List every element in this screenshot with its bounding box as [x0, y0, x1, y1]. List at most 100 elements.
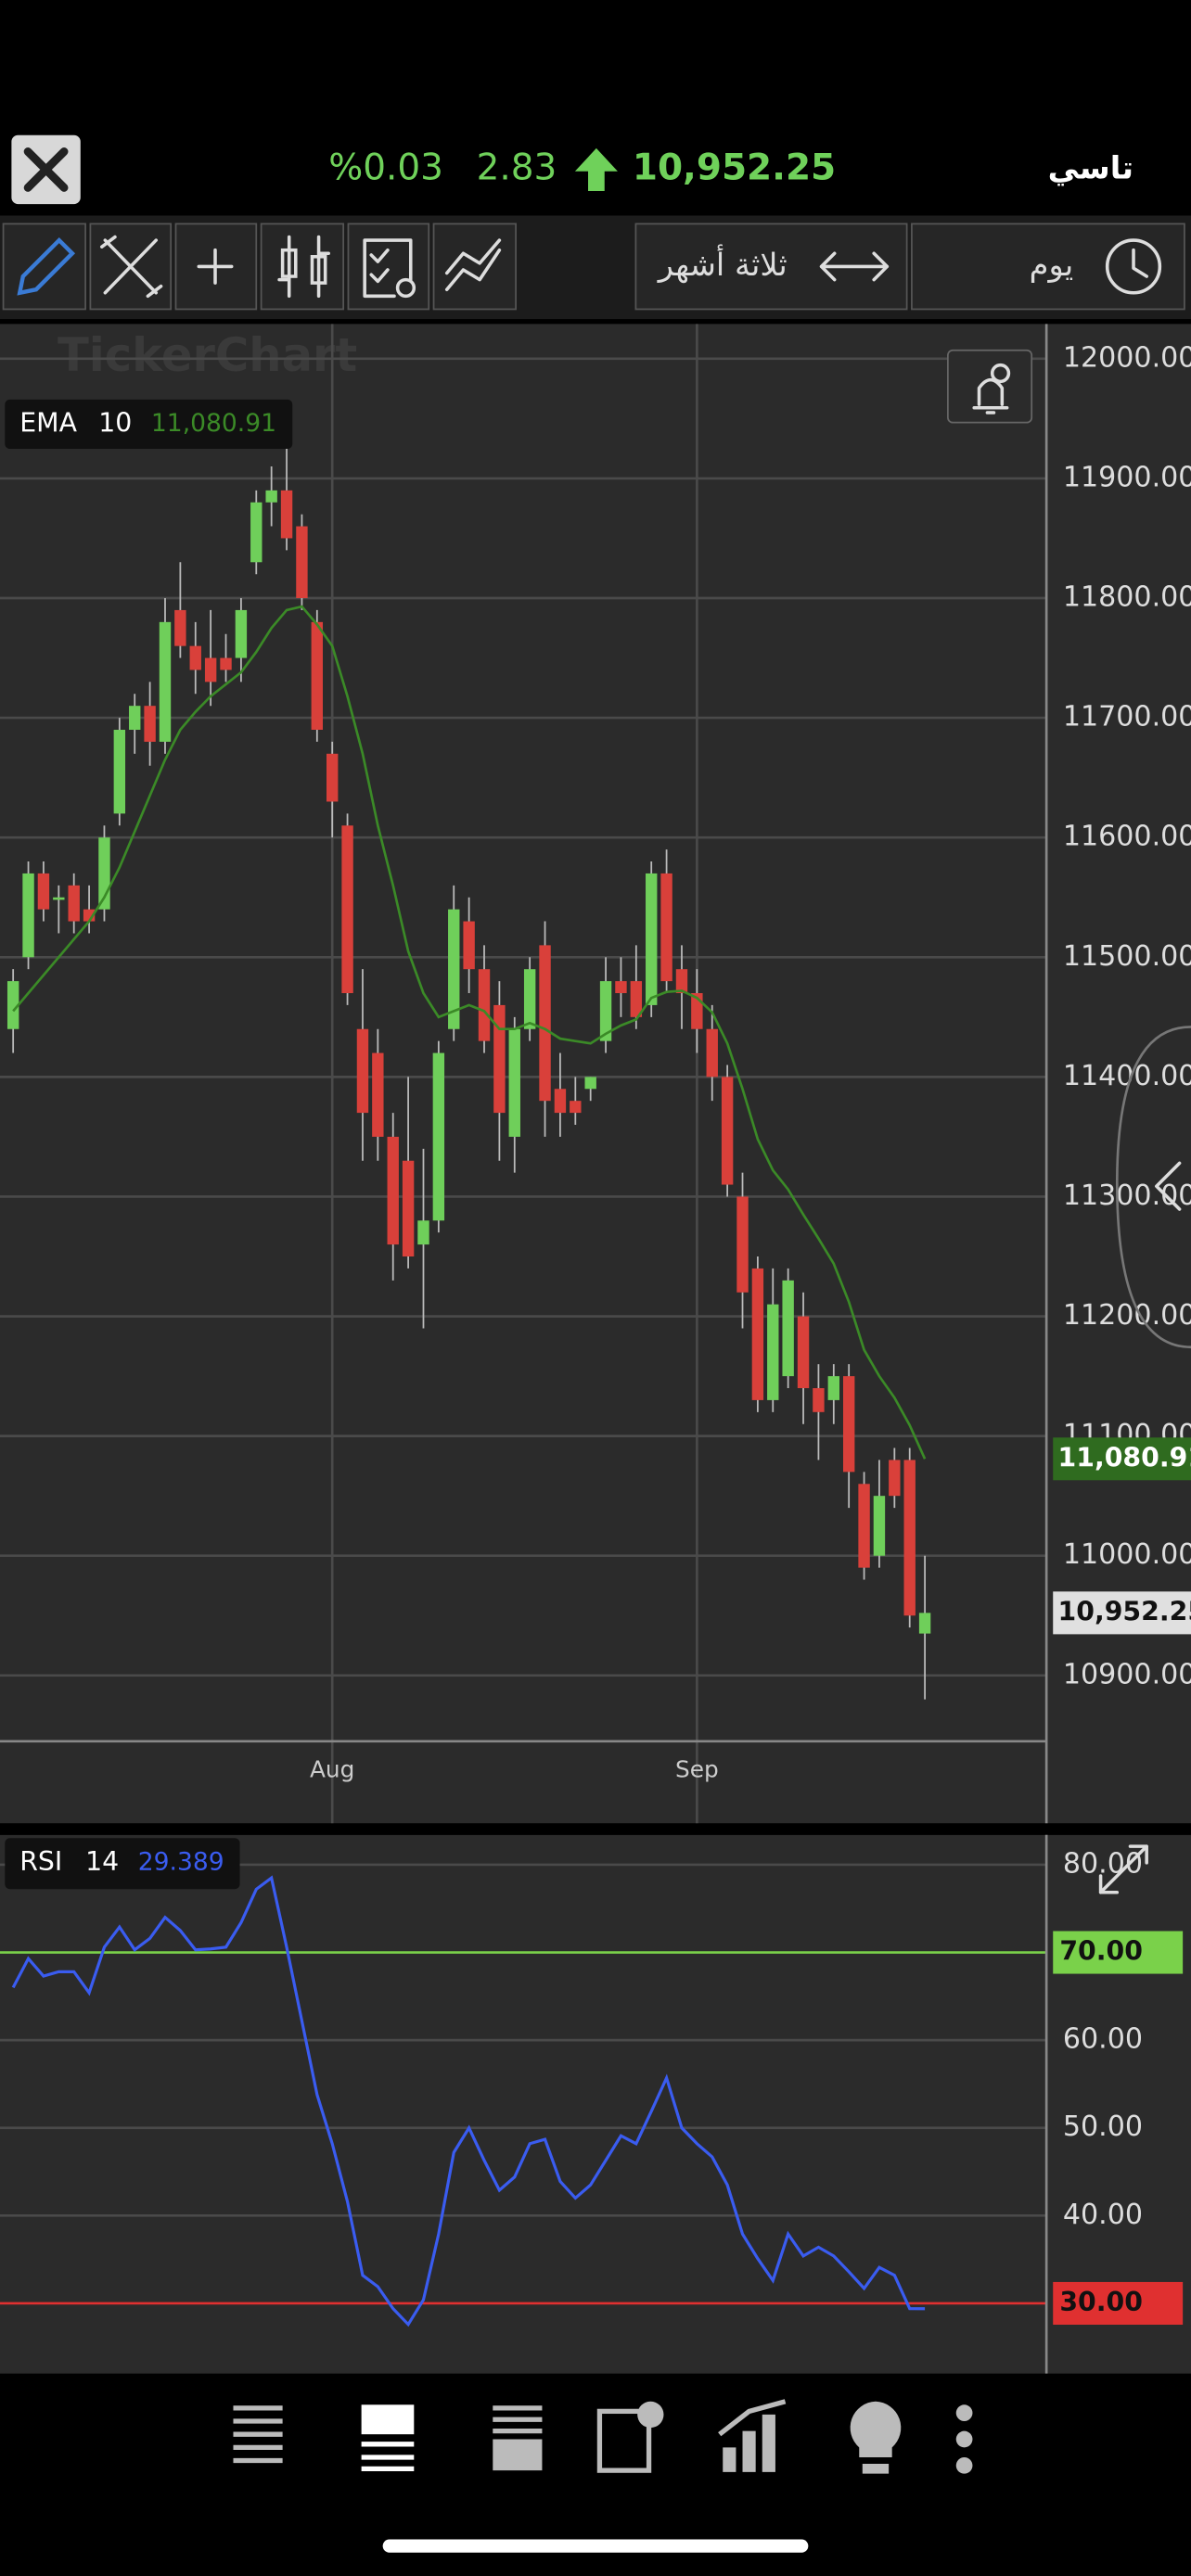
close-icon [23, 147, 69, 192]
candle-body [250, 502, 263, 563]
range-icon [819, 251, 890, 282]
alert-button[interactable] [947, 349, 1033, 424]
y-tick-label: 60.00 [1063, 2023, 1143, 2056]
side-handle[interactable] [1115, 1026, 1191, 1349]
nav-more[interactable] [955, 2404, 973, 2474]
ema-line [12, 605, 927, 1460]
candle-body [53, 897, 65, 900]
rsi-marks [11, 1875, 926, 2327]
plus-icon [990, 363, 1011, 384]
rsi-line [11, 1875, 926, 2327]
y-tick-label: 11300.00 [1063, 1180, 1191, 1212]
candle-body [554, 1089, 567, 1114]
price: 10,952.25 [633, 147, 836, 188]
candle-body [570, 1101, 582, 1114]
nav-icon [233, 2405, 283, 2464]
candle-body [204, 657, 217, 682]
nav-ideas[interactable] [850, 2401, 902, 2474]
price-grid: 10900.0011000.0011100.0011200.0011300.00… [0, 324, 1191, 1824]
nav-depth[interactable] [493, 2405, 543, 2471]
chart-type[interactable] [260, 223, 345, 311]
candle-body [736, 1196, 749, 1293]
last-price-tag [1053, 1591, 1191, 1635]
handle-outline [1115, 1026, 1191, 1349]
button [947, 349, 1033, 424]
candle-icon [277, 235, 330, 299]
range-button[interactable]: ثلاثة أشهر [634, 223, 908, 311]
y-tick-label: 50.00 [1063, 2111, 1143, 2143]
handle-chevron [1155, 1161, 1182, 1211]
bell-icon [972, 377, 1009, 414]
gear-icon [395, 277, 416, 299]
market-name[interactable]: تاسي [1048, 149, 1133, 185]
nav-icon [955, 2456, 973, 2474]
nav-screener[interactable] [596, 2401, 664, 2473]
candle-body [584, 1077, 596, 1090]
candle-body [797, 1316, 810, 1388]
button [432, 223, 517, 311]
legend-name: RSI [19, 1846, 62, 1877]
candle-body [144, 706, 156, 742]
nav-analysis[interactable] [718, 2399, 787, 2472]
ema-legend [5, 399, 293, 450]
candle-body [767, 1304, 779, 1400]
candle-body [372, 1052, 384, 1137]
candle-body [827, 1376, 839, 1400]
tools[interactable] [89, 223, 173, 311]
panel-divider [0, 1823, 1191, 1835]
candle-body [326, 753, 339, 802]
draw-tool[interactable] [2, 223, 86, 311]
rsi-legend [5, 1838, 240, 1890]
nav-chart[interactable] [361, 2404, 415, 2472]
ema-tag-label: 11,080.91 [1058, 1442, 1191, 1473]
candle-body [402, 1160, 415, 1256]
pencil-icon [17, 236, 76, 296]
y-tick-label: 11500.00 [1063, 940, 1191, 973]
level-tag [1053, 2281, 1184, 2325]
nav-watchlist[interactable] [233, 2405, 283, 2464]
nav-icon [850, 2401, 902, 2474]
candle-body [599, 981, 612, 1041]
button [260, 223, 345, 311]
candle-icon-body [280, 248, 298, 278]
indicators[interactable] [432, 223, 517, 311]
y-tick-label: 10900.00 [1063, 1658, 1191, 1690]
y-tick-label: 11800.00 [1063, 581, 1191, 614]
interval-label: يوم [1030, 247, 1074, 284]
candle-body [858, 1484, 870, 1568]
legend-value: 29.389 [138, 1847, 224, 1876]
tools-icon [100, 235, 163, 299]
crosshair-icon [197, 248, 234, 285]
candle-body [448, 909, 460, 1029]
templates-icon [363, 238, 413, 299]
candle-body [113, 730, 126, 814]
close-button[interactable] [11, 134, 81, 205]
candle-body [174, 609, 186, 646]
candle-body [721, 1077, 734, 1185]
candle-body [189, 645, 201, 670]
candle-body [341, 825, 353, 994]
legend-period: 10 [98, 407, 132, 438]
crosshair[interactable] [174, 223, 258, 311]
interval-button[interactable]: يوم [911, 223, 1185, 311]
candle-body [432, 1052, 445, 1221]
y-tick-label: 11900.00 [1063, 461, 1191, 493]
candle-body [68, 885, 80, 922]
legend-value: 11,080.91 [151, 409, 276, 438]
home-indicator [382, 2539, 809, 2553]
templates[interactable] [347, 223, 430, 311]
candle-body [706, 1028, 718, 1078]
expand-icon [1098, 1844, 1148, 1894]
level-label: 70.00 [1059, 1936, 1143, 1967]
candle-body [235, 609, 248, 658]
candle-body [478, 969, 491, 1041]
expand-button[interactable] [1098, 1844, 1148, 1894]
y-tick-label: 11600.00 [1063, 821, 1191, 853]
y-tick-label: 12000.00 [1063, 341, 1191, 374]
change-percent: %0.03 [328, 147, 443, 188]
candle-body [6, 981, 19, 1029]
change: 2.83 [477, 147, 557, 188]
